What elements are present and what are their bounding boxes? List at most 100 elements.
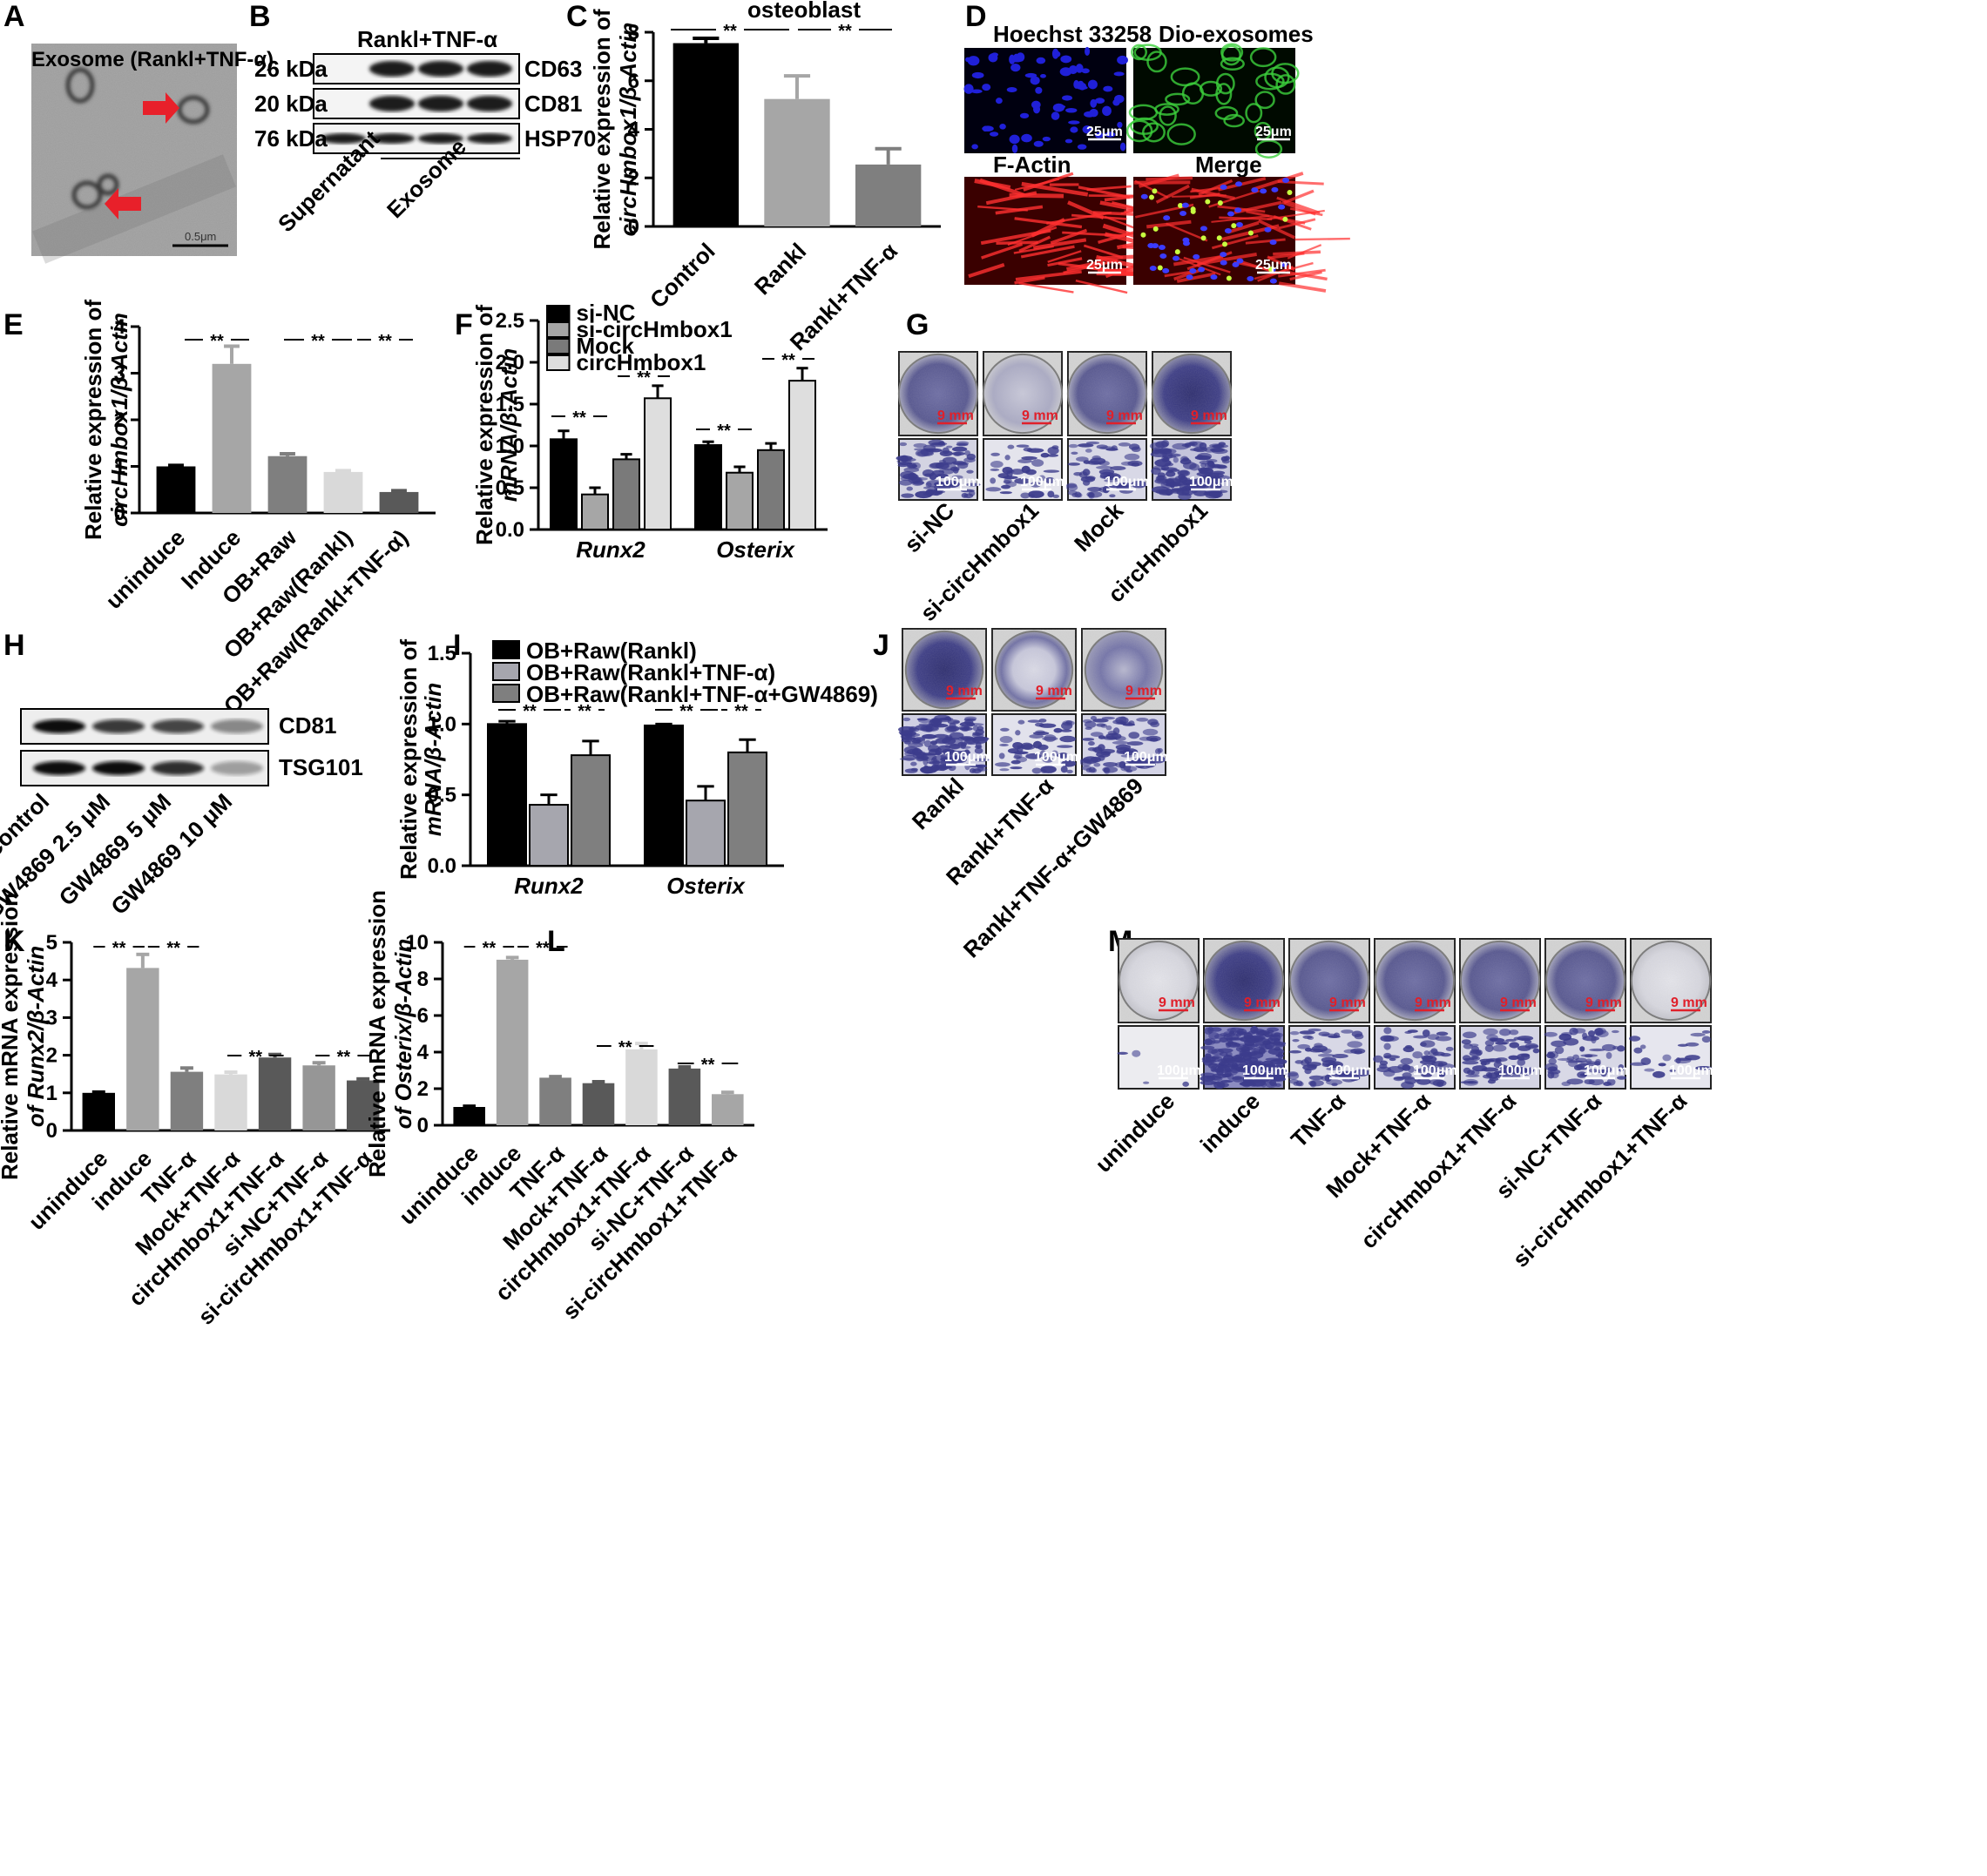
nucleus (1036, 57, 1046, 64)
legend-label: OB+Raw(Rankl+TNF-α+GW4869) (526, 681, 878, 707)
stained-cell (1326, 1079, 1343, 1086)
nucleus (965, 57, 971, 63)
blot-band (467, 96, 512, 111)
stained-cell (964, 716, 977, 720)
stained-cell (966, 469, 974, 474)
stained-cell (1210, 475, 1218, 479)
stained-cell (1068, 443, 1078, 449)
stained-cell (1579, 1046, 1585, 1052)
stained-cell (897, 462, 913, 466)
stained-cell (1084, 720, 1097, 728)
x-tick-label: Runx2 (514, 873, 584, 899)
stained-cell (1662, 1054, 1672, 1062)
stained-cell (1435, 1036, 1452, 1042)
dio-cell (1214, 105, 1239, 120)
nucleus (1070, 126, 1078, 133)
scale-label: 100μm (1498, 1063, 1543, 1078)
stained-cell (1076, 456, 1089, 462)
stained-cell (1132, 1049, 1141, 1057)
stained-cell (1246, 1063, 1264, 1070)
stained-cell (990, 452, 1000, 456)
stained-cell (963, 739, 980, 746)
stained-cell (1007, 748, 1019, 754)
y-axis-label: Relative expression of (80, 300, 106, 540)
stained-cell (1500, 1067, 1508, 1075)
panel-letter: D (965, 0, 987, 33)
fluor-label: F-Actin (993, 152, 1071, 178)
nucleus (1281, 261, 1288, 267)
dio-cell (1215, 83, 1233, 105)
stained-cell (1056, 752, 1069, 758)
stained-cell (1131, 462, 1140, 467)
texture (1068, 352, 1146, 435)
nucleus (1149, 265, 1157, 271)
actin-fiber (1134, 179, 1169, 199)
stained-cell (1489, 1077, 1499, 1082)
nucleus (1278, 204, 1286, 210)
stained-cell (1053, 727, 1063, 733)
stained-cell (1263, 1031, 1274, 1037)
stained-cell (959, 746, 971, 749)
stained-cell (1421, 1063, 1429, 1070)
stained-cell (1230, 1028, 1237, 1035)
nucleus (1140, 193, 1148, 199)
stained-cell (998, 752, 1005, 759)
dio-cell (1165, 92, 1191, 106)
stained-cell (1304, 1068, 1312, 1075)
texture (1289, 939, 1369, 1022)
condition-label: uninduce (1090, 1088, 1179, 1178)
stained-cell (1143, 1081, 1150, 1084)
significance-label: ** (701, 1056, 715, 1075)
nucleus (1234, 207, 1242, 213)
scale-label: 100μm (1020, 475, 1064, 489)
legend-swatch (492, 640, 520, 659)
red-arrow (143, 92, 179, 124)
stained-cell (916, 718, 928, 721)
stained-cell (1463, 1078, 1479, 1086)
stained-cell (1404, 1076, 1417, 1085)
y-tick-label: 5 (46, 931, 57, 955)
y-tick-label: 2 (114, 408, 125, 432)
stained-cell (1695, 1065, 1713, 1070)
bar (757, 449, 785, 530)
stained-cell (1420, 1042, 1427, 1047)
nucleus (1264, 226, 1272, 233)
stained-cell (1200, 467, 1213, 475)
stained-cell (1042, 757, 1054, 763)
nucleus (1013, 53, 1020, 62)
stained-cell (1184, 483, 1197, 489)
stained-cell (1035, 730, 1045, 734)
panel-letter: K (3, 925, 25, 958)
stained-cell (1088, 741, 1095, 746)
stained-cell (1244, 1072, 1255, 1077)
nucleus (1077, 144, 1087, 150)
stained-cell (1095, 465, 1112, 469)
y-tick-label: 2.0 (496, 351, 524, 375)
bar (550, 438, 578, 531)
stained-cell (1224, 456, 1230, 461)
legend-swatch (492, 684, 520, 703)
nucleus (1163, 215, 1171, 221)
nucleus (1059, 67, 1072, 77)
stained-cell (1520, 1053, 1531, 1057)
y-axis-label: mRNA/β-Actin (420, 683, 446, 836)
stained-cell (1389, 1057, 1396, 1062)
dio-cell (1220, 57, 1245, 71)
stained-cell (902, 717, 911, 722)
blot-band (369, 96, 415, 111)
stained-cell (1547, 1070, 1555, 1079)
y-axis-label: circHmbox1/β-Actin (106, 313, 132, 527)
texture (1375, 939, 1455, 1022)
stained-cell (1002, 466, 1013, 475)
blot-band (92, 719, 145, 733)
actin-fiber (1278, 281, 1327, 293)
stained-cell (976, 764, 987, 768)
stained-cell (1205, 491, 1221, 499)
y-axis-label: Relative expression of (395, 639, 422, 880)
stained-cell (1131, 480, 1147, 489)
y-tick-label: 0 (417, 1114, 429, 1137)
stained-cell (1086, 490, 1103, 498)
stained-cell (1105, 725, 1112, 731)
